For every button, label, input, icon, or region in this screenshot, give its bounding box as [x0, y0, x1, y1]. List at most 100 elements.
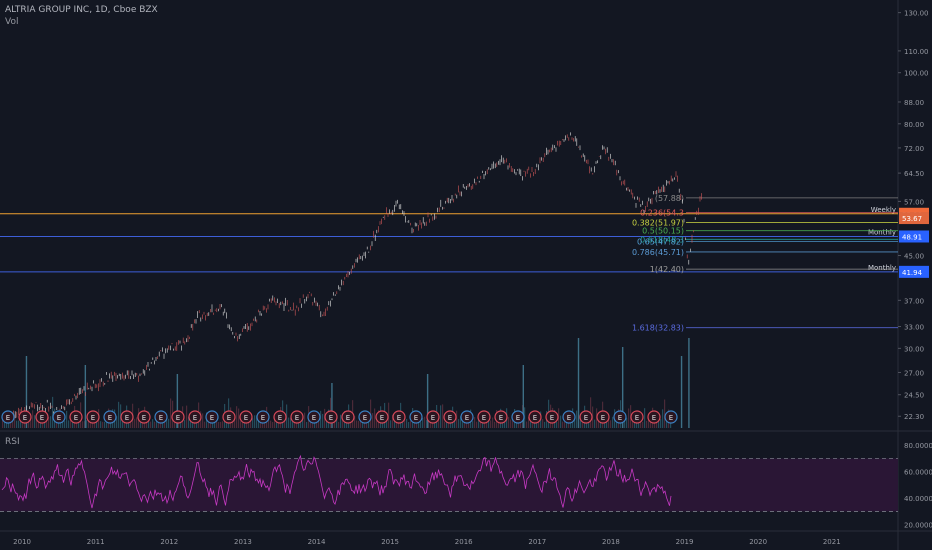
volume-bar — [604, 419, 606, 428]
volume-bar — [316, 421, 318, 428]
earnings-marker — [341, 410, 355, 424]
volume-bar — [472, 421, 474, 428]
time-tick-label: 2021 — [823, 538, 841, 546]
volume-bar — [342, 417, 344, 428]
volume-bar — [258, 418, 260, 428]
volume-bar — [84, 421, 86, 428]
volume-bar — [542, 419, 544, 428]
volume-bar — [166, 419, 168, 428]
volume-bar — [558, 408, 560, 428]
earnings-marker-label: E — [431, 414, 435, 422]
volume-bar — [302, 417, 304, 428]
earnings-marker — [239, 410, 253, 424]
earnings-marker-label: E — [414, 414, 418, 422]
volume-bar — [16, 420, 18, 428]
rsi-tick-label: 60.0000 — [904, 469, 932, 477]
volume-bar — [2, 414, 4, 428]
volume-bar — [130, 421, 132, 428]
volume-bar — [94, 421, 96, 428]
volume-bar — [338, 421, 340, 428]
price-tick-label: 27.00 — [904, 369, 924, 377]
earnings-marker — [409, 410, 423, 424]
price-tick-label: 33.00 — [904, 324, 924, 332]
volume-bar — [660, 419, 662, 428]
earnings-marker-label: E — [23, 414, 27, 422]
volume-bar — [52, 396, 54, 428]
volume-label: Vol — [5, 17, 19, 27]
volume-bar — [504, 420, 506, 428]
time-tick-label: 2017 — [528, 538, 546, 546]
time-tick-label: 2010 — [13, 538, 31, 546]
volume-bar — [70, 415, 72, 428]
volume-bar — [256, 415, 258, 428]
level-name-label: Monthly — [868, 228, 896, 236]
volume-bar — [438, 419, 440, 428]
volume-bar — [648, 417, 650, 428]
earnings-marker-label: E — [142, 414, 146, 422]
volume-bar — [254, 415, 256, 428]
volume-bar — [574, 417, 576, 428]
volume-bar — [296, 420, 298, 428]
volume-bar — [650, 421, 652, 428]
volume-bar — [236, 406, 238, 428]
earnings-marker — [307, 410, 321, 424]
volume-bar — [458, 419, 460, 428]
earnings-marker-label: E — [227, 414, 231, 422]
volume-bar — [426, 419, 428, 428]
volume-bar — [150, 421, 152, 428]
volume-bar — [20, 419, 22, 428]
volume-bar — [310, 421, 312, 428]
volume-bar — [14, 414, 16, 428]
earnings-marker-label: E — [91, 414, 95, 422]
volume-bar — [210, 419, 212, 428]
volume-bar — [78, 421, 80, 428]
earnings-marker — [375, 410, 389, 424]
volume-bar — [284, 420, 286, 428]
earnings-marker — [273, 410, 287, 424]
volume-bar — [272, 421, 274, 428]
volume-bar — [106, 417, 108, 428]
earnings-marker — [426, 410, 440, 424]
volume-bar — [576, 410, 578, 428]
volume-bar — [162, 419, 164, 428]
volume-bar — [508, 416, 510, 428]
level-name-label: Weekly — [871, 206, 896, 214]
volume-bar — [66, 410, 68, 428]
volume-bar — [598, 421, 600, 428]
volume-bar — [474, 417, 476, 428]
volume-bar — [100, 421, 102, 428]
volume-bar — [294, 420, 296, 428]
volume-bar — [292, 416, 294, 428]
volume-bar — [12, 417, 14, 428]
volume-bar — [416, 421, 418, 428]
rsi-band — [0, 458, 898, 512]
volume-bar — [102, 421, 104, 428]
earnings-marker-label: E — [312, 414, 316, 422]
earnings-marker — [154, 410, 168, 424]
time-tick-label: 2019 — [676, 538, 694, 546]
earnings-marker-label: E — [295, 414, 299, 422]
volume-bar — [460, 416, 462, 428]
volume-bar — [30, 419, 32, 428]
volume-bar — [600, 421, 602, 428]
volume-bar — [468, 419, 470, 428]
volume-bar — [222, 421, 224, 428]
volume-bar — [56, 421, 58, 428]
earnings-marker-label: E — [618, 414, 622, 422]
volume-bar — [408, 421, 410, 428]
earnings-marker — [494, 410, 508, 424]
volume-spike — [688, 338, 690, 428]
price-tick-label: 88.00 — [904, 99, 924, 107]
earnings-marker-label: E — [363, 414, 367, 422]
volume-bar — [72, 418, 74, 428]
earnings-marker-label: E — [6, 414, 10, 422]
volume-bar — [36, 419, 38, 428]
volume-bar — [226, 421, 228, 428]
volume-bar — [190, 420, 192, 428]
volume-bar — [240, 421, 242, 428]
volume-bar — [318, 420, 320, 428]
volume-bar — [290, 418, 292, 428]
volume-bar — [178, 419, 180, 428]
volume-bar — [82, 421, 84, 428]
